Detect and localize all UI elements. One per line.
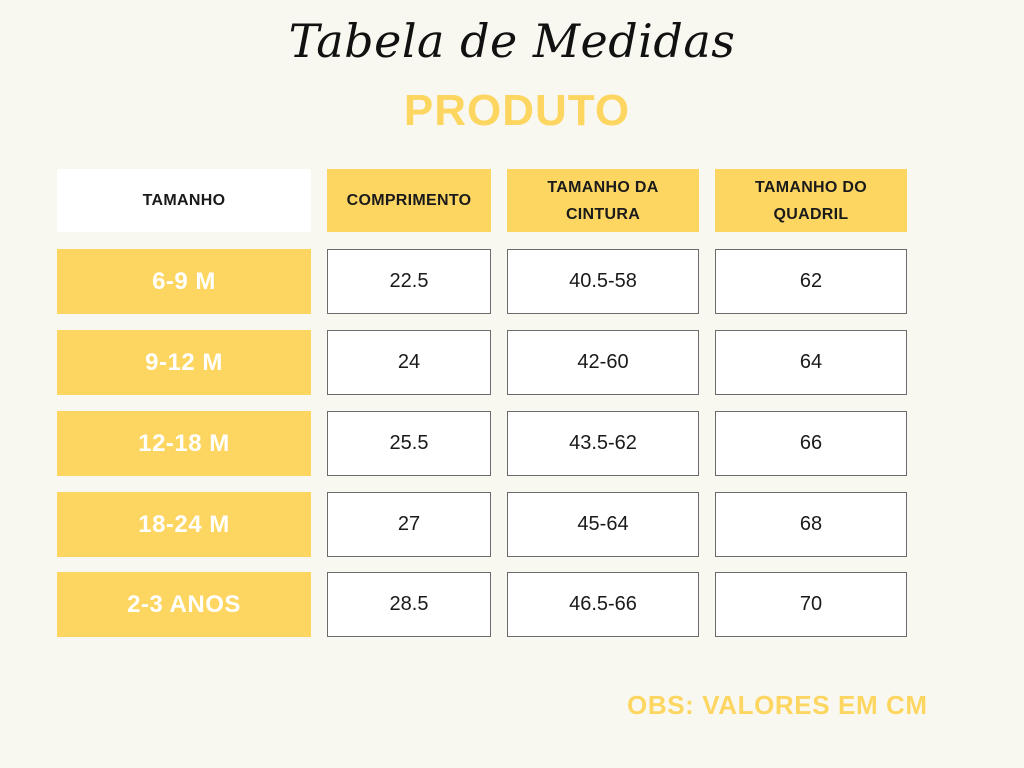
cintura-cell: 46.5-66 [507,572,699,637]
quadril-cell: 64 [715,330,907,395]
comprimento-cell: 28.5 [327,572,491,637]
size-cell: 18-24 M [57,492,311,557]
header-cintura: TAMANHO DA CINTURA [507,169,699,232]
cintura-cell: 43.5-62 [507,411,699,476]
comprimento-cell: 22.5 [327,249,491,314]
page-subtitle: PRODUTO [403,86,631,135]
comprimento-cell: 25.5 [327,411,491,476]
page-title: Tabela de Medidas [288,14,736,68]
cintura-cell: 42-60 [507,330,699,395]
quadril-cell: 70 [715,572,907,637]
size-cell: 6-9 M [57,249,311,314]
size-cell: 9-12 M [57,330,311,395]
size-cell: 2-3 ANOS [57,572,311,637]
header-tamanho: TAMANHO [57,169,311,232]
units-note: OBS: VALORES EM CM [627,690,928,720]
comprimento-cell: 24 [327,330,491,395]
header-comprimento: COMPRIMENTO [327,169,491,232]
cintura-cell: 45-64 [507,492,699,557]
size-cell: 12-18 M [57,411,311,476]
comprimento-cell: 27 [327,492,491,557]
quadril-cell: 68 [715,492,907,557]
quadril-cell: 62 [715,249,907,314]
header-quadril: TAMANHO DO QUADRIL [715,169,907,232]
cintura-cell: 40.5-58 [507,249,699,314]
quadril-cell: 66 [715,411,907,476]
